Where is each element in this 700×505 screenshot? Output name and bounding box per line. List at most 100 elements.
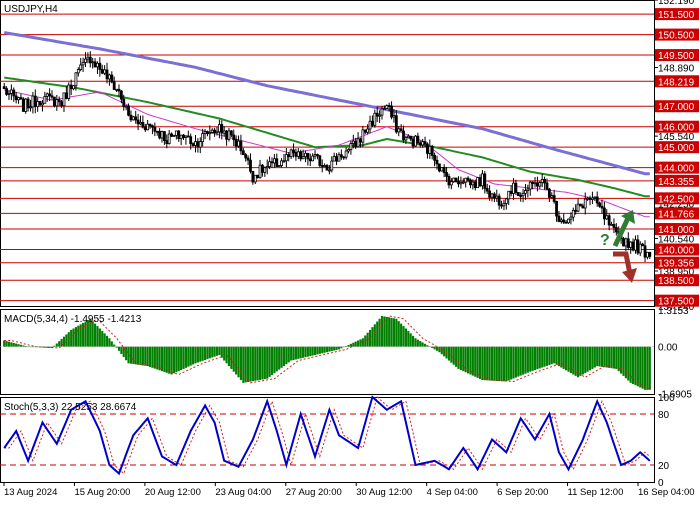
candle-body (351, 140, 355, 144)
candle (454, 177, 458, 183)
macd-bar (450, 346, 453, 363)
macd-bar (192, 346, 195, 365)
macd-bar (576, 346, 580, 378)
candle-body (394, 115, 398, 133)
macd-bar (108, 338, 111, 347)
candle (72, 84, 75, 91)
time-tick-label: 20 Aug 12:00 (145, 487, 201, 498)
macd-bar (120, 346, 123, 354)
macd-bar (402, 326, 405, 347)
macd-bar (478, 346, 482, 379)
candle-body (299, 151, 303, 160)
level-label-bg (655, 207, 699, 220)
candle-body (172, 135, 176, 137)
candle-body (390, 105, 393, 118)
macd-bar (581, 346, 584, 375)
candle-body (105, 69, 109, 80)
candle-body (516, 192, 520, 196)
candle-body (562, 219, 566, 223)
candle-body (507, 190, 511, 200)
candle-body (426, 143, 429, 154)
macd-bar (433, 346, 436, 350)
level-label-bg (655, 256, 699, 269)
candle (292, 143, 295, 158)
macd-bar (263, 346, 266, 380)
candle (239, 134, 243, 155)
candle (246, 155, 250, 166)
stoch-tick-label: 80 (658, 410, 670, 421)
macd-bar (557, 346, 561, 367)
candle (318, 154, 322, 168)
macd-bar (617, 346, 620, 372)
macd-bar (474, 346, 477, 377)
candle-body (547, 188, 551, 198)
macd-bar (201, 346, 204, 361)
macd-bar (146, 346, 149, 367)
candle-body (69, 84, 73, 90)
candle (41, 99, 44, 112)
candle (110, 71, 114, 84)
candle-body (41, 102, 44, 106)
candle (172, 134, 176, 137)
candle-body (325, 165, 329, 171)
candle (555, 200, 558, 222)
macd-bar (469, 346, 472, 375)
candle (569, 212, 573, 225)
macd-bar (208, 346, 211, 359)
candle-body (124, 105, 128, 108)
candle-body (249, 159, 252, 172)
candle-body (600, 205, 604, 209)
candle-body (476, 177, 480, 189)
candle-body (251, 170, 255, 183)
candle-body (354, 140, 358, 148)
stoch-tick-label: 0 (658, 478, 664, 489)
candle-body (435, 159, 439, 165)
candle-body (387, 105, 391, 107)
candle-body (512, 182, 515, 194)
candle (466, 176, 470, 183)
macd-bar (55, 343, 58, 347)
candle-body (473, 181, 477, 189)
time-tick-label: 16 Sep 04:00 (638, 487, 695, 498)
candle-body (574, 209, 578, 212)
macd-bar (409, 333, 412, 347)
macd-bar (526, 346, 529, 373)
candle-body (100, 69, 104, 74)
candle-body (373, 112, 377, 126)
candle-body (12, 89, 16, 97)
macd-bar (53, 345, 56, 347)
macd-bar (256, 346, 259, 381)
macd-bar (311, 346, 314, 356)
candle-body (217, 124, 221, 133)
candle (198, 137, 202, 154)
macd-bar (189, 346, 192, 366)
level-label-text: 139.356 (658, 259, 695, 270)
candle-body (294, 152, 298, 157)
candle (146, 119, 150, 131)
candle (447, 173, 451, 189)
candle (241, 147, 245, 156)
candle-body (160, 131, 164, 139)
candle-body (127, 105, 130, 116)
level-label-text: 141.000 (658, 225, 695, 236)
candle (347, 148, 350, 154)
candle (567, 218, 570, 224)
candle-body (502, 203, 506, 207)
candle-body (452, 177, 456, 182)
candle-body (571, 209, 575, 218)
candle (514, 179, 518, 196)
macd-bar (82, 322, 85, 347)
macd-bar (495, 346, 498, 381)
candle-body (478, 177, 482, 187)
macd-bar (12, 342, 15, 347)
macd-bar (79, 324, 82, 347)
macd-bar (335, 346, 338, 350)
candle-body (593, 196, 597, 199)
macd-bar (591, 346, 594, 369)
candle-body (282, 160, 286, 163)
time-tick-label: 27 Aug 20:00 (286, 487, 342, 498)
macd-bar (416, 339, 419, 347)
macd-bar (282, 346, 286, 366)
macd-bar (493, 346, 496, 381)
